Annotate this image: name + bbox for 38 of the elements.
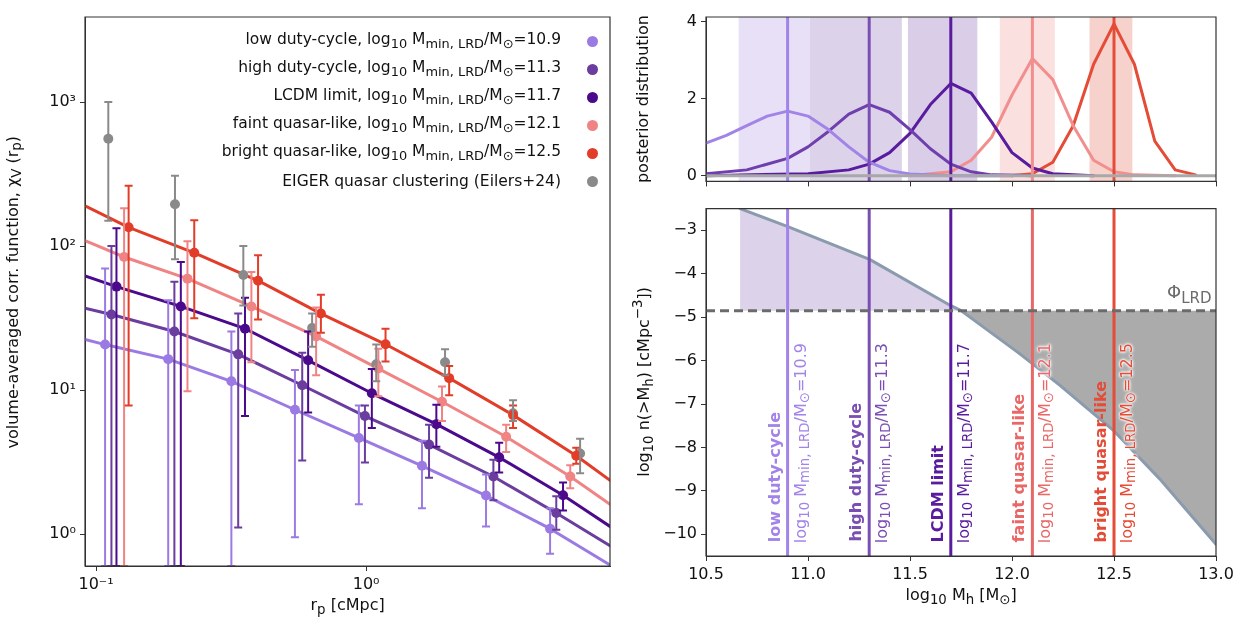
ref-line-label: low duty-cycle	[764, 412, 784, 543]
y-tick-label: 10²	[49, 235, 76, 255]
x-axis-title: r$_{p}$ [cMpc]	[310, 595, 385, 618]
x-tick-label: 12.5	[1096, 563, 1132, 583]
x-tick-label: 10.5	[688, 563, 724, 583]
y-tick-label: −7	[673, 393, 697, 413]
y-tick-label: −5	[673, 306, 697, 326]
legend-label: EIGER quasar clustering (Eilers+24)	[282, 172, 561, 190]
y-axis-title: posterior distribution	[633, 15, 653, 184]
legend-label: bright quasar-like, log$_{10}$ M$_{min, LRD}$/M$_{⊙}$=12.5	[221, 142, 561, 164]
y-tick-label: −4	[673, 262, 697, 282]
y-tick-label: 2	[686, 87, 697, 107]
legend-label: low duty-cycle, log$_{10}$ M$_{min, LRD}$/M$_{⊙}$=10.9	[245, 30, 561, 52]
legend-label: high duty-cycle, log$_{10}$ M$_{min, LRD}$/M$_{⊙}$=11.3	[238, 58, 561, 80]
ref-line-label: LCDM limit	[927, 445, 948, 543]
x-tick-label: 11.5	[892, 563, 928, 583]
y-tick-label: −8	[673, 436, 697, 456]
y-tick-label: −9	[673, 480, 697, 500]
y-tick-label: 0	[686, 164, 697, 184]
x-tick-label: 12.0	[994, 563, 1030, 583]
x-axis-title: log$_{10}$ M$_{h}$ [M$_{⊙}$]	[905, 585, 1017, 608]
legend-label: LCDM limit, log$_{10}$ M$_{min, LRD}$/M$_{⊙}$=11.7	[273, 86, 561, 108]
y-tick-label: −10	[663, 523, 697, 543]
legend-label: faint quasar-like, log$_{10}$ M$_{min, LRD}$/M$_{⊙}$=12.1	[232, 114, 561, 136]
ref-line-label: high duty-cycle	[846, 403, 866, 542]
x-tick-label: 11.0	[790, 563, 826, 583]
y-tick-label: −6	[673, 349, 697, 369]
y-tick-label: 10³	[49, 91, 76, 111]
y-tick-label: 10¹	[49, 379, 76, 399]
y-tick-label: 10⁰	[49, 523, 76, 543]
y-tick-label: 4	[686, 11, 697, 31]
ref-line-label: faint quasar-like	[1009, 394, 1029, 543]
y-tick-label: −3	[673, 219, 697, 239]
ref-line-label: Φ$_{LRD}$	[1167, 280, 1212, 307]
x-tick-label: 10⁰	[352, 573, 380, 593]
ref-line-label: bright quasar-like	[1091, 381, 1111, 543]
x-tick-label: 10⁻¹	[78, 573, 114, 593]
x-tick-label: 13.0	[1198, 563, 1234, 583]
